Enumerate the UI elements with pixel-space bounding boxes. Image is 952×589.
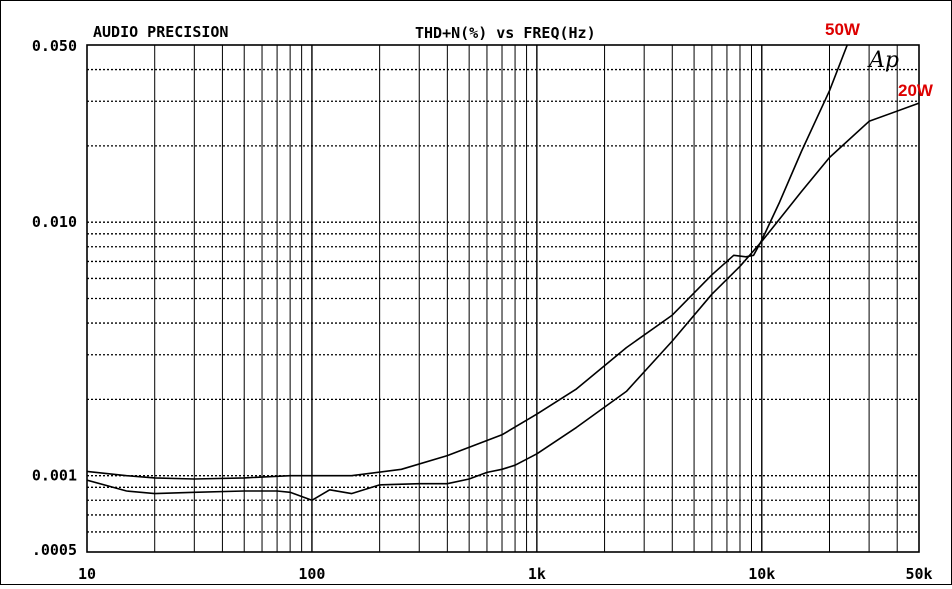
x-tick-label: 1k — [528, 565, 546, 583]
y-tick-label: .0005 — [32, 541, 77, 559]
tick-labels: 10 100 1k 10k 50k 0.050 0.010 0.001 .0005 — [32, 37, 933, 583]
y-tick-label: 0.001 — [32, 467, 77, 485]
plot-border — [86, 44, 920, 553]
series-line-50w — [87, 45, 849, 480]
ap-logo: Ap — [867, 48, 899, 73]
series-label-50w: 50W — [825, 20, 861, 39]
x-tick-label: 50k — [905, 565, 932, 583]
series-layer — [87, 45, 919, 502]
x-tick-label: 10 — [78, 565, 96, 583]
x-tick-label: 100 — [298, 565, 325, 583]
x-tick-label: 10k — [748, 565, 775, 583]
grid-lines — [87, 45, 920, 552]
brand-label: AUDIO PRECISION — [93, 23, 228, 41]
series-line-20w — [87, 102, 919, 502]
y-tick-label: 0.050 — [32, 37, 77, 55]
chart-title: THD+N(%) vs FREQ(Hz) — [415, 24, 596, 42]
series-label-20w: 20W — [898, 81, 934, 100]
y-tick-label: 0.010 — [32, 213, 77, 231]
